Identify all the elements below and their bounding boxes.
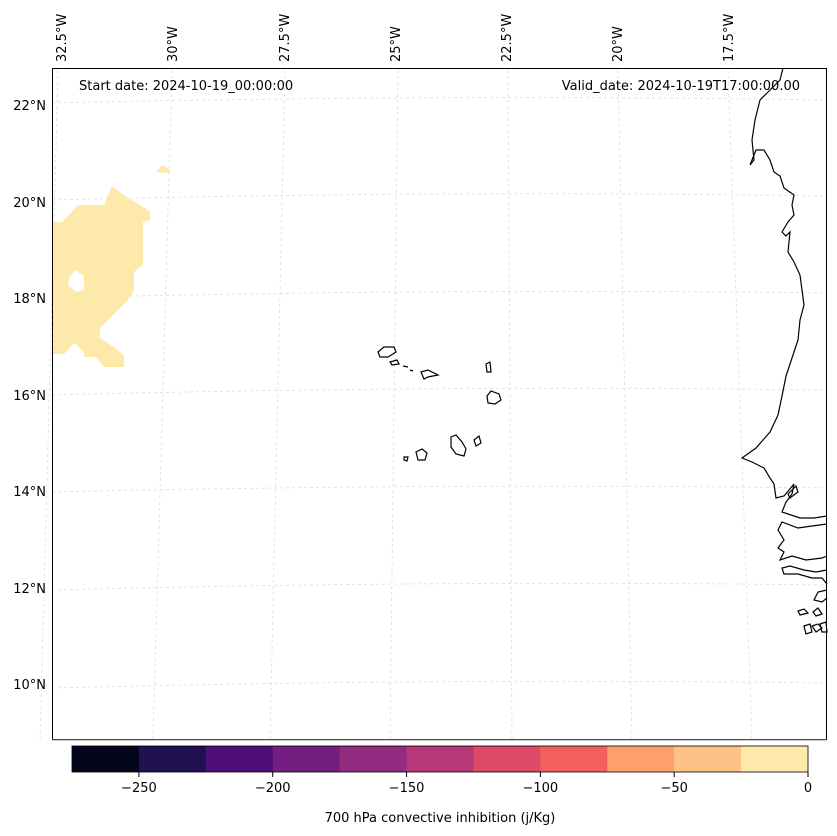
colorbar-swatch: [272, 746, 341, 772]
colorbar-swatches: [72, 746, 809, 772]
lat-label-18n: 18°N: [13, 292, 46, 307]
latitude-labels: 22°N 20°N 18°N 16°N 14°N 12°N 10°N: [13, 99, 46, 693]
map-background: [52, 68, 827, 740]
bijagos-island-4: [811, 623, 823, 633]
valid-date-label: Valid_date: 2024-10-19T17:00:00.00: [562, 79, 800, 94]
coastline-gambia-inlet: [787, 484, 799, 499]
lat-label-10n: 10°N: [13, 678, 46, 693]
island-sao-nicolau: [420, 369, 440, 380]
island-maio: [473, 434, 482, 447]
lat-label-14n: 14°N: [13, 485, 46, 500]
lon-label-25w: 25°W: [389, 26, 404, 62]
cin-shaded-region: [52, 165, 170, 367]
island-sal: [485, 361, 492, 373]
coastline-main: [740, 67, 828, 519]
colorbar-tick-label: −50: [660, 781, 687, 796]
colorbar-swatch: [607, 746, 675, 772]
cin-area-speck: [156, 165, 170, 173]
island-santa-luzia: [402, 365, 409, 368]
lat-label-20n: 20°N: [13, 196, 46, 211]
island-fogo: [415, 448, 428, 461]
gridlines: [39, 69, 828, 741]
coastline-guinea-bissau: [777, 521, 828, 562]
lat-label-12n: 12°N: [13, 582, 46, 597]
island-islet: [409, 369, 414, 372]
island-boa-vista: [486, 390, 502, 405]
longitude-labels: 32.5°W 30°W 27.5°W 25°W 22.5°W 20°W 17.5…: [55, 14, 737, 62]
colorbar: −250 −200 −150 −100 −50 0 700 hPa convective …: [71, 745, 812, 826]
lat-label-16n: 16°N: [13, 389, 46, 404]
lon-label-32-5w: 32.5°W: [55, 14, 70, 62]
colorbar-tick-label: −150: [389, 781, 425, 796]
colorbar-ticks: −250 −200 −150 −100 −50 0: [121, 772, 812, 796]
lon-label-22-5w: 22.5°W: [500, 14, 515, 62]
island-brava: [403, 456, 409, 462]
colorbar-tick-label: −100: [523, 781, 559, 796]
map-area: Start date: 2024-10-19_00:00:00 Valid_da…: [39, 67, 828, 741]
lon-label-17-5w: 17.5°W: [722, 14, 737, 62]
cape-verde-islands: [377, 346, 502, 462]
coastline-bijagos: [813, 589, 828, 603]
coastline-guinea: [781, 565, 828, 585]
colorbar-swatch: [674, 746, 742, 772]
cin-area-gap: [68, 270, 84, 292]
lat-label-22n: 22°N: [13, 99, 46, 114]
island-sao-vicente: [389, 359, 400, 366]
colorbar-swatch: [473, 746, 541, 772]
bijagos-island-1: [797, 608, 810, 616]
colorbar-label: 700 hPa convective inhibition (j/Kg): [325, 811, 556, 826]
bijagos-island-3: [803, 623, 813, 635]
lon-label-20w: 20°W: [611, 26, 626, 62]
colorbar-swatch: [339, 746, 408, 772]
colorbar-swatch: [540, 746, 608, 772]
colorbar-swatch: [205, 746, 274, 772]
start-date-label: Start date: 2024-10-19_00:00:00: [79, 79, 293, 94]
colorbar-swatch: [72, 746, 140, 772]
colorbar-swatch: [741, 746, 809, 772]
africa-coastline: [740, 67, 828, 635]
colorbar-tick-label: −200: [255, 781, 291, 796]
lon-label-30w: 30°W: [166, 26, 181, 62]
colorbar-swatch: [406, 746, 474, 772]
cin-area-west: [52, 186, 150, 367]
colorbar-tick-label: 0: [804, 781, 812, 796]
colorbar-swatch: [138, 746, 207, 772]
bijagos-island-2: [812, 607, 823, 617]
lon-label-27-5w: 27.5°W: [278, 14, 293, 62]
island-santiago: [450, 434, 467, 457]
colorbar-tick-label: −250: [121, 781, 157, 796]
island-santo-antao: [377, 346, 397, 358]
colorbar-frame: [71, 745, 809, 773]
